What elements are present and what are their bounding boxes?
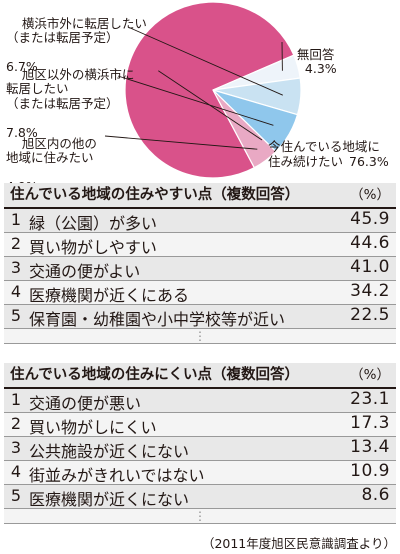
table-row: 2 買い物がしやすい 44.6 [4,233,396,257]
row-value: 10.9 [350,461,390,481]
leader-other-ward [117,75,274,126]
table-row: 3 交通の便がよい 41.0 [4,257,396,281]
pie-label-outside-city-text: 横浜市外に転居したい （または転居予定） [6,15,147,45]
table-row: 4 街並みがきれいではない 10.9 [4,461,396,485]
hard-points-table: 住んでいる地域の住みにくい点（複数回答） （%） 1 交通の便が悪い 23.1 … [4,363,396,524]
leader-outside-city [127,26,283,96]
row-rank: 4 [10,462,22,481]
table-row: 5 医療機関が近くにない 8.6 [4,485,396,509]
ellipsis-marker: ⋮ [4,329,396,344]
row-value: 17.3 [350,413,390,433]
table-row: 5 保育園・幼稚園や小中学校等が近い 22.5 [4,305,396,329]
pie-label-stay: 今住んでいる地域に 住み続けたい 76.3% [268,139,389,169]
pie-label-other-ward: 旭区以外の横浜市に 転居したい （または転居予定） 7.8% [6,53,134,155]
pie-value-outside-city: 6.7% [6,59,38,74]
row-label: 緑（公園）が多い [29,214,158,233]
table-row: 3 公共施設が近くにない 13.4 [4,437,396,461]
row-label: 医療機関が近くにない [29,490,190,509]
row-label: 買い物がしやすい [29,238,157,257]
pie-label-outside-city: 横浜市外に転居したい （または転居予定） 6.7% [6,2,147,89]
row-rank: 2 [10,414,22,433]
table-row: 1 交通の便が悪い 23.1 [4,389,396,413]
row-value: 44.6 [350,233,390,253]
row-label: 交通の便がよい [29,262,141,281]
row-label: 医療機関が近くにある [29,286,190,305]
pie-label-no-answer-text: 無回答 [296,46,335,62]
table-row: 1 緑（公園）が多い 45.9 [4,209,396,233]
easy-points-table: 住んでいる地域の住みやすい点（複数回答） （%） 1 緑（公園）が多い 45.9… [4,183,396,344]
row-value: 13.4 [350,437,390,457]
pie-slice-stay [124,1,295,179]
pie-label-other-ward-text: 旭区以外の横浜市に 転居したい （または転居予定） [6,66,135,111]
pie-value-other-ward: 7.8% [6,124,38,140]
easy-points-unit: （%） [350,187,390,203]
hard-points-title: 住んでいる地域の住みにくい点（複数回答） （%） [4,363,396,387]
row-rank: 2 [10,234,22,253]
pie-value-stay: 76.3% [349,153,389,169]
row-value: 8.6 [361,485,390,505]
row-rank: 5 [10,486,22,505]
row-rank: 5 [10,306,22,325]
row-rank: 1 [10,390,22,409]
row-value: 22.5 [350,305,390,325]
ellipsis-marker: ⋮ [4,509,396,524]
row-value: 45.9 [350,209,390,229]
row-rank: 1 [10,210,22,229]
row-label: 公共施設が近くにない [29,442,190,461]
source-note: （2011年度旭区民意識調査より） [4,534,396,554]
table-row: 2 買い物がしにくい 17.3 [4,413,396,437]
pie-value-no-answer: 4.3% [304,61,337,76]
hard-points-rows: 1 交通の便が悪い 23.1 2 買い物がしにくい 17.3 3 公共施設が近く… [4,387,396,524]
row-value: 23.1 [350,389,390,409]
hard-points-unit: （%） [350,367,390,383]
hard-points-title-text: 住んでいる地域の住みにくい点（複数回答） [10,367,299,383]
leader-within-ward [104,135,258,150]
pie-label-stay-text: 今住んでいる地域に 住み続けたい [268,139,380,169]
easy-points-title-text: 住んでいる地域の住みやすい点（複数回答） [10,187,300,203]
pie-label-within-ward-text: 旭区内の他の 地域に住みたい [6,135,97,165]
row-rank: 4 [10,282,22,301]
row-value: 41.0 [350,257,390,277]
easy-points-title: 住んでいる地域の住みやすい点（複数回答） （%） [4,183,396,207]
row-label: 街並みがきれいではない [29,466,205,485]
pie-label-no-answer: 無回答 4.3% [281,33,337,91]
pie-chart [104,1,302,179]
row-label: 保育園・幼稚園や小中学校等が近い [29,310,286,329]
row-rank: 3 [10,258,22,277]
pie-slice-within-ward [212,89,277,169]
row-label: 交通の便が悪い [29,394,142,413]
row-label: 買い物がしにくい [29,418,157,437]
row-rank: 3 [10,438,22,457]
table-row: 4 医療機関が近くにある 34.2 [4,281,396,305]
row-value: 34.2 [350,281,390,301]
easy-points-rows: 1 緑（公園）が多い 45.9 2 買い物がしやすい 44.6 3 交通の便がよ… [4,207,396,344]
